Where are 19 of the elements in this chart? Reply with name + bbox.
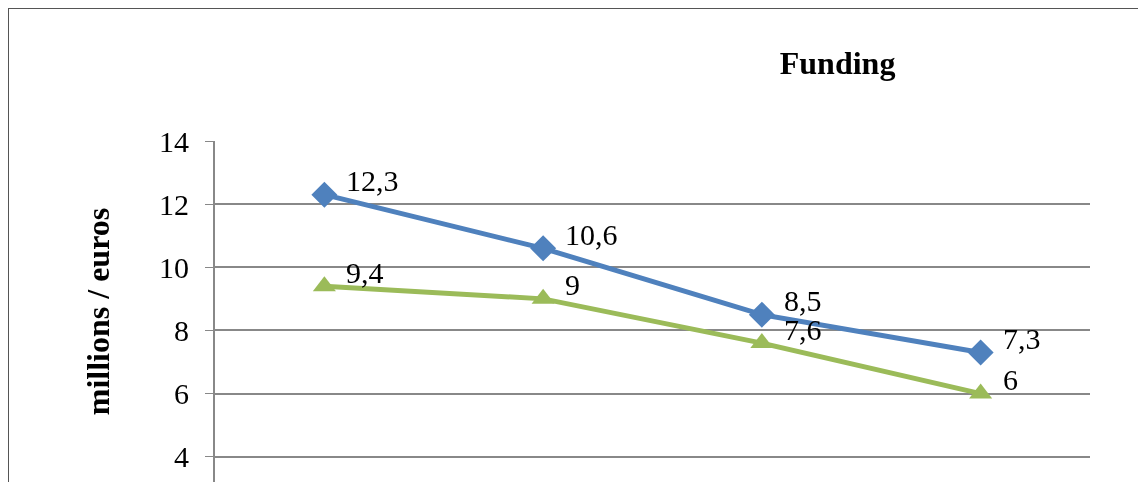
data-label: 9 [565, 268, 580, 301]
data-label: 10,6 [565, 218, 618, 251]
data-label: 7,3 [1003, 322, 1041, 355]
y-tick-label: 8 [174, 313, 189, 347]
y-axis-title: millions / euros [79, 207, 116, 416]
data-label: 6 [1003, 363, 1018, 396]
point [967, 339, 994, 366]
data-label: 9,4 [346, 256, 384, 289]
chart-title: Funding [779, 44, 896, 81]
point [530, 235, 557, 262]
y-tick-label: 12 [159, 187, 189, 221]
point [748, 301, 775, 328]
point [311, 181, 338, 208]
y-tick-label: 14 [159, 124, 189, 158]
y-tick-label: 6 [174, 377, 189, 411]
data-label: 8,5 [784, 284, 822, 317]
data-label: 12,3 [346, 164, 399, 197]
y-tick-label: 10 [159, 250, 189, 284]
y-tick-label: 4 [174, 440, 189, 474]
